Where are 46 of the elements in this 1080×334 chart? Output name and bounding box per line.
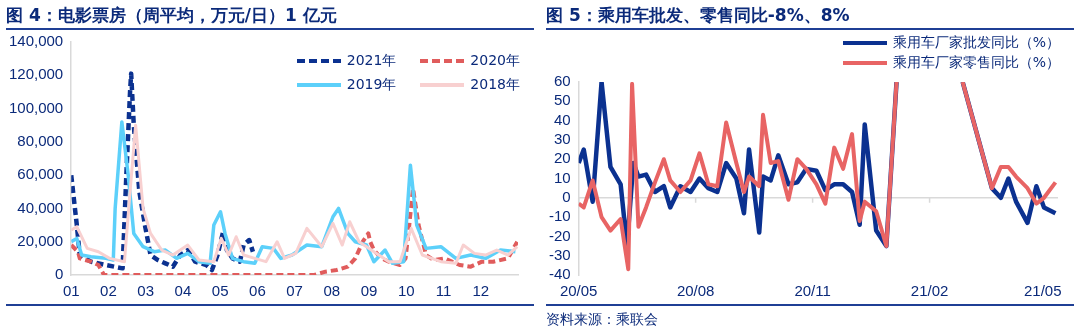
x-tick-label: 02 — [100, 282, 117, 300]
y-tick-label: -10 — [548, 207, 571, 225]
x-tick-label: 20/05 — [559, 282, 598, 300]
y-tick-label: 40,000 — [17, 198, 64, 216]
legend-label: 2019年 — [346, 76, 397, 94]
y-tick-label: 0 — [562, 187, 571, 205]
legend-label: 2020年 — [470, 52, 520, 70]
x-tick-label: 10 — [397, 282, 415, 300]
x-tick-label: 21/02 — [910, 282, 949, 300]
legend-label: 2018年 — [470, 76, 520, 94]
x-tick-label: 06 — [249, 282, 266, 300]
legend-label: 2021年 — [346, 52, 397, 70]
y-tick-label: 80,000 — [17, 132, 64, 149]
y-tick-label: -30 — [548, 245, 571, 263]
y-tick-label: -40 — [548, 265, 571, 283]
y-tick-label: 60 — [553, 72, 571, 90]
x-tick-label: 07 — [286, 282, 303, 300]
x-tick-label: 20/11 — [794, 282, 831, 300]
x-tick-label: 09 — [360, 282, 378, 300]
x-tick-label: 04 — [174, 282, 192, 300]
x-tick-label: 11 — [435, 282, 452, 300]
y-tick-label: 140,000 — [8, 32, 64, 50]
y-tick-label: -20 — [548, 226, 571, 244]
text: 资料来源：乘联会 — [546, 304, 1074, 332]
y-tick-label: 50 — [553, 91, 571, 109]
x-tick-label: 05 — [211, 282, 229, 300]
x-tick-label: 12 — [472, 282, 490, 300]
y-tick-label: 60,000 — [17, 165, 64, 183]
y-tick-label: 20,000 — [17, 231, 64, 249]
x-tick-label: 08 — [323, 282, 341, 300]
legend-label: 乘用车厂家零售同比（%） — [892, 54, 1060, 72]
y-tick-label: 10 — [553, 168, 571, 186]
y-tick-label: 0 — [54, 265, 64, 283]
y-tick-label: 100,000 — [8, 98, 64, 116]
y-tick-label: 40 — [553, 110, 571, 128]
y-tick-label: 120,000 — [8, 65, 64, 83]
legend-label: 乘用车厂家批发同比（%） — [892, 34, 1060, 52]
x-tick-label: 03 — [137, 282, 155, 300]
y-tick-label: 20 — [553, 149, 571, 167]
x-tick-label: 01 — [62, 282, 80, 300]
x-tick-label: 21/05 — [1023, 282, 1062, 300]
y-tick-label: 30 — [553, 130, 571, 148]
line-series — [71, 71, 256, 273]
x-tick-label: 20/08 — [676, 282, 715, 300]
chart-title: 图 5：乘用车批发、零售同比-8%、8% — [546, 0, 1074, 30]
chart-title: 图 4：电影票房（周平均，万元/日）1 亿元 — [6, 0, 534, 30]
